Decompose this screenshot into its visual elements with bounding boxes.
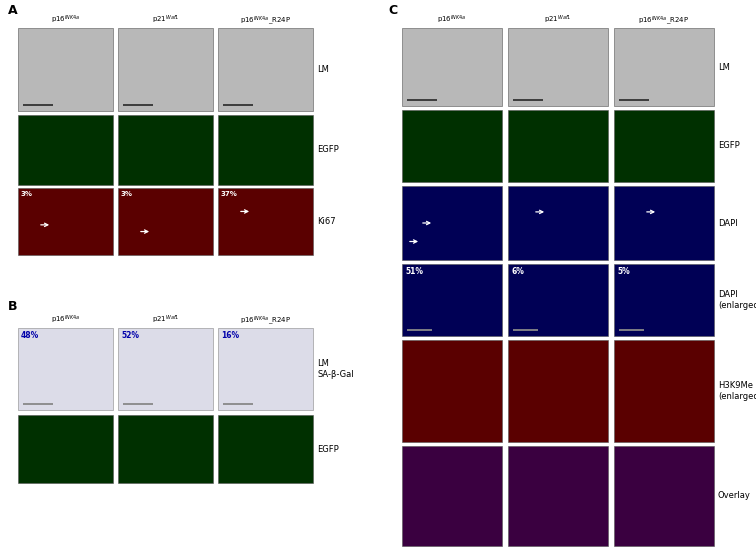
Text: LM
SA-β-Gal: LM SA-β-Gal (317, 358, 354, 379)
Bar (508, 28, 608, 106)
Text: LM: LM (317, 65, 329, 74)
Text: 51%: 51% (405, 267, 423, 276)
Bar (508, 446, 608, 546)
Text: EGFP: EGFP (317, 145, 339, 154)
Bar (218, 328, 313, 410)
Text: p16$^{INK4a}$_R24P: p16$^{INK4a}$_R24P (240, 314, 291, 327)
Text: p16$^{INK4a}$: p16$^{INK4a}$ (51, 14, 80, 27)
Text: Overlay: Overlay (718, 492, 751, 500)
Text: H3K9Me
(enlarged): H3K9Me (enlarged) (718, 380, 756, 401)
Bar (218, 415, 313, 483)
Text: p16$^{INK4a}$: p16$^{INK4a}$ (51, 314, 80, 326)
Text: LM: LM (718, 62, 730, 71)
Bar (614, 186, 714, 260)
Text: 37%: 37% (221, 191, 238, 197)
Bar (18, 188, 113, 255)
Text: 52%: 52% (121, 331, 139, 340)
Bar (402, 264, 502, 336)
Bar (402, 340, 502, 442)
Bar (118, 28, 213, 111)
Text: B: B (8, 300, 17, 313)
Text: p21$^{Waf1}$: p21$^{Waf1}$ (152, 14, 179, 27)
Text: EGFP: EGFP (718, 142, 740, 150)
Bar (402, 446, 502, 546)
Bar (402, 28, 502, 106)
Bar (18, 28, 113, 111)
Text: p16$^{INK4a}$_R24P: p16$^{INK4a}$_R24P (240, 14, 291, 27)
Bar (18, 115, 113, 185)
Text: 3%: 3% (121, 191, 133, 197)
Text: p16$^{INK4a}$: p16$^{INK4a}$ (437, 14, 466, 27)
Bar (402, 186, 502, 260)
Text: p21$^{Waf1}$: p21$^{Waf1}$ (544, 14, 572, 27)
Bar (614, 340, 714, 442)
Bar (218, 28, 313, 111)
Text: 16%: 16% (221, 331, 239, 340)
Bar (508, 340, 608, 442)
Bar (402, 110, 502, 182)
Bar (118, 115, 213, 185)
Text: p16$^{INK4a}$_R24P: p16$^{INK4a}$_R24P (638, 14, 689, 27)
Text: C: C (388, 4, 397, 17)
Text: EGFP: EGFP (317, 445, 339, 453)
Bar (218, 188, 313, 255)
Bar (18, 415, 113, 483)
Bar (118, 328, 213, 410)
Text: DAPI
(enlarged): DAPI (enlarged) (718, 290, 756, 310)
Text: 5%: 5% (617, 267, 630, 276)
Text: DAPI: DAPI (718, 218, 738, 227)
Text: 6%: 6% (511, 267, 524, 276)
Text: Ki67: Ki67 (317, 217, 336, 226)
Bar (508, 264, 608, 336)
Bar (18, 328, 113, 410)
Bar (508, 110, 608, 182)
Bar (508, 186, 608, 260)
Bar (614, 110, 714, 182)
Bar (118, 415, 213, 483)
Bar (614, 28, 714, 106)
Text: p21$^{Waf1}$: p21$^{Waf1}$ (152, 314, 179, 326)
Bar (218, 115, 313, 185)
Text: 3%: 3% (21, 191, 33, 197)
Bar (118, 188, 213, 255)
Text: 48%: 48% (21, 331, 39, 340)
Bar (614, 446, 714, 546)
Bar (614, 264, 714, 336)
Text: A: A (8, 4, 17, 17)
